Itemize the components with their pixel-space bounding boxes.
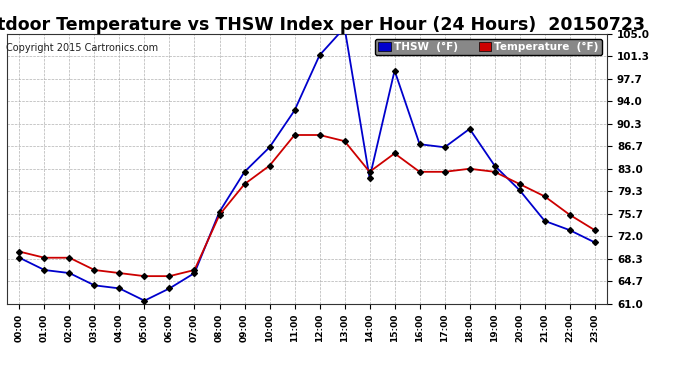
Text: Copyright 2015 Cartronics.com: Copyright 2015 Cartronics.com — [6, 43, 157, 52]
Legend: THSW  (°F), Temperature  (°F): THSW (°F), Temperature (°F) — [375, 39, 602, 55]
Title: Outdoor Temperature vs THSW Index per Hour (24 Hours)  20150723: Outdoor Temperature vs THSW Index per Ho… — [0, 16, 644, 34]
